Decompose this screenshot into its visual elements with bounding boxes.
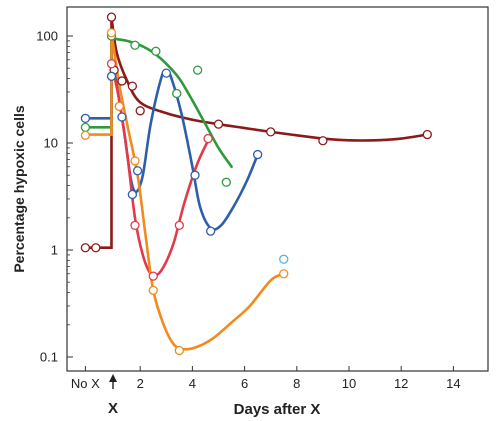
series-0-point <box>117 76 127 86</box>
series-1-point <box>192 65 203 75</box>
x-tick-label: 6 <box>241 376 248 391</box>
series-0-point <box>135 106 145 116</box>
series-4-curve <box>110 31 286 351</box>
series-2-point <box>117 112 127 122</box>
series-0-point <box>422 129 432 140</box>
annotation-label: X <box>108 400 118 417</box>
series-0-point <box>127 81 138 91</box>
series-1-point <box>172 88 182 99</box>
series-4-point <box>279 269 289 279</box>
series-3-point <box>130 220 140 230</box>
series-0-point <box>80 243 91 253</box>
series-3-point <box>174 220 185 230</box>
series-5-point <box>279 254 289 264</box>
series-1-point <box>221 177 231 187</box>
y-axis-label: Percentage hypoxic cells <box>11 105 27 273</box>
series-4-point <box>80 130 91 140</box>
series-0-point <box>106 12 117 22</box>
series-1-point <box>80 122 91 133</box>
series-3-point <box>106 59 117 69</box>
x-tick-label: 14 <box>446 376 460 391</box>
y-tick-label: 1 <box>51 243 58 258</box>
x-annotation: X <box>108 374 118 417</box>
series-4-point <box>106 28 117 38</box>
series-0-step-line <box>85 17 113 250</box>
series-0-point <box>213 119 224 129</box>
series-2-point <box>132 166 143 176</box>
y-tick-label: 10 <box>44 136 58 151</box>
x-tick-label: 12 <box>394 376 408 391</box>
plot-frame <box>66 6 489 372</box>
y-tick-label: 100 <box>36 29 58 44</box>
x-tick-label: 4 <box>189 376 196 391</box>
annotation-arrow-head <box>109 374 117 382</box>
y-tick-label: 0.1 <box>40 350 58 365</box>
series-0-point <box>318 136 328 146</box>
series-4-point <box>174 345 185 356</box>
series-1-point <box>151 46 161 56</box>
series-2-point <box>80 113 91 123</box>
x-tick-label: No X <box>71 376 100 391</box>
x-tick-label: 2 <box>137 376 144 391</box>
x-tick-label: 8 <box>293 376 300 391</box>
series-4-point <box>148 285 158 295</box>
series-2-point <box>190 170 200 180</box>
series-4-point <box>130 156 140 166</box>
series-1-curve <box>110 37 233 169</box>
series-1-step-line <box>85 38 113 129</box>
series-2-point <box>252 149 263 160</box>
series-3-point <box>203 133 213 144</box>
series-0-curve <box>110 15 429 142</box>
x-axis-label: Days after X <box>234 401 321 418</box>
series-0-point <box>91 243 101 253</box>
series-2-point <box>161 68 171 78</box>
series-3-point <box>148 271 158 281</box>
series-2-point <box>206 226 216 236</box>
series-4-point <box>114 101 124 112</box>
series-0-point <box>266 127 276 137</box>
x-tick-label: 10 <box>342 376 356 391</box>
series-2-point <box>127 189 138 200</box>
series-1-point <box>130 40 140 50</box>
series-2-point <box>106 71 117 81</box>
